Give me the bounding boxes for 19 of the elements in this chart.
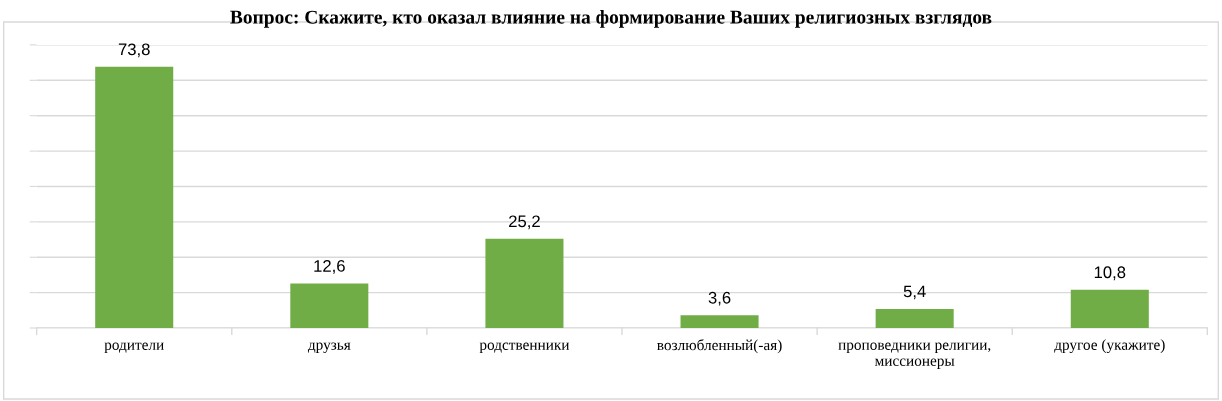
data-label: 5,4 xyxy=(903,285,926,300)
data-label: 25,2 xyxy=(509,215,540,230)
x-tick-label: друзья xyxy=(307,342,351,353)
bar xyxy=(875,308,954,329)
chart-title: Вопрос: Скажите, кто оказал влияние на формирование Ваших религиозных взглядов xyxy=(230,10,992,28)
x-tick-label: возлюбленный(-ая) xyxy=(657,339,782,354)
data-label: 10,8 xyxy=(1094,266,1126,281)
x-tick-label: родители xyxy=(104,342,164,353)
x-tick-label: родственники xyxy=(479,342,570,353)
bar xyxy=(95,66,174,329)
bar xyxy=(1070,289,1149,329)
bar xyxy=(485,238,564,329)
bar xyxy=(290,283,369,329)
data-label: 73,8 xyxy=(118,43,150,58)
data-label: 12,6 xyxy=(314,260,345,274)
data-label: 3,6 xyxy=(708,291,731,306)
x-tick-label: проповедники религии, миссионеры xyxy=(838,342,991,369)
x-tick-label: другое (укажите) xyxy=(1054,339,1165,354)
bar xyxy=(680,315,759,329)
